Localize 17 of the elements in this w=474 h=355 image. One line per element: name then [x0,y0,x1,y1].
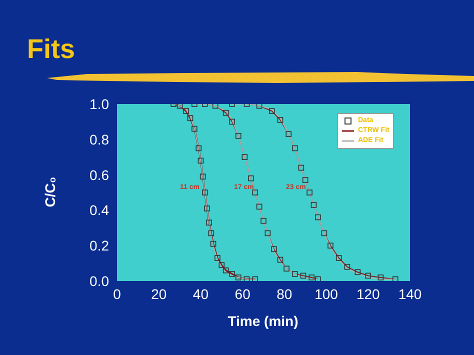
x-tick-label: 20 [151,286,167,302]
x-tick-label: 0 [113,286,122,302]
chart-title: Fits [27,34,76,65]
y-axis-title: C/C₀ [42,176,58,208]
x-tick-label: 120 [356,286,380,302]
x-axis-title: Time (min) [228,313,298,329]
x-tick-label: 80 [276,286,292,302]
y-tick-label: 0.4 [90,202,110,218]
x-tick-label: 100 [314,286,338,302]
x-tick-label: 40 [192,286,209,302]
y-tick-label: 0.6 [90,166,110,183]
y-tick-label: 0.0 [90,272,110,289]
x-tick-label: 60 [234,286,251,302]
y-tick-label: 0.2 [90,238,110,254]
y-tick-label: 1.0 [90,96,110,112]
y-tick-label: 0.8 [90,131,110,148]
x-tick-label: 140 [398,286,422,302]
